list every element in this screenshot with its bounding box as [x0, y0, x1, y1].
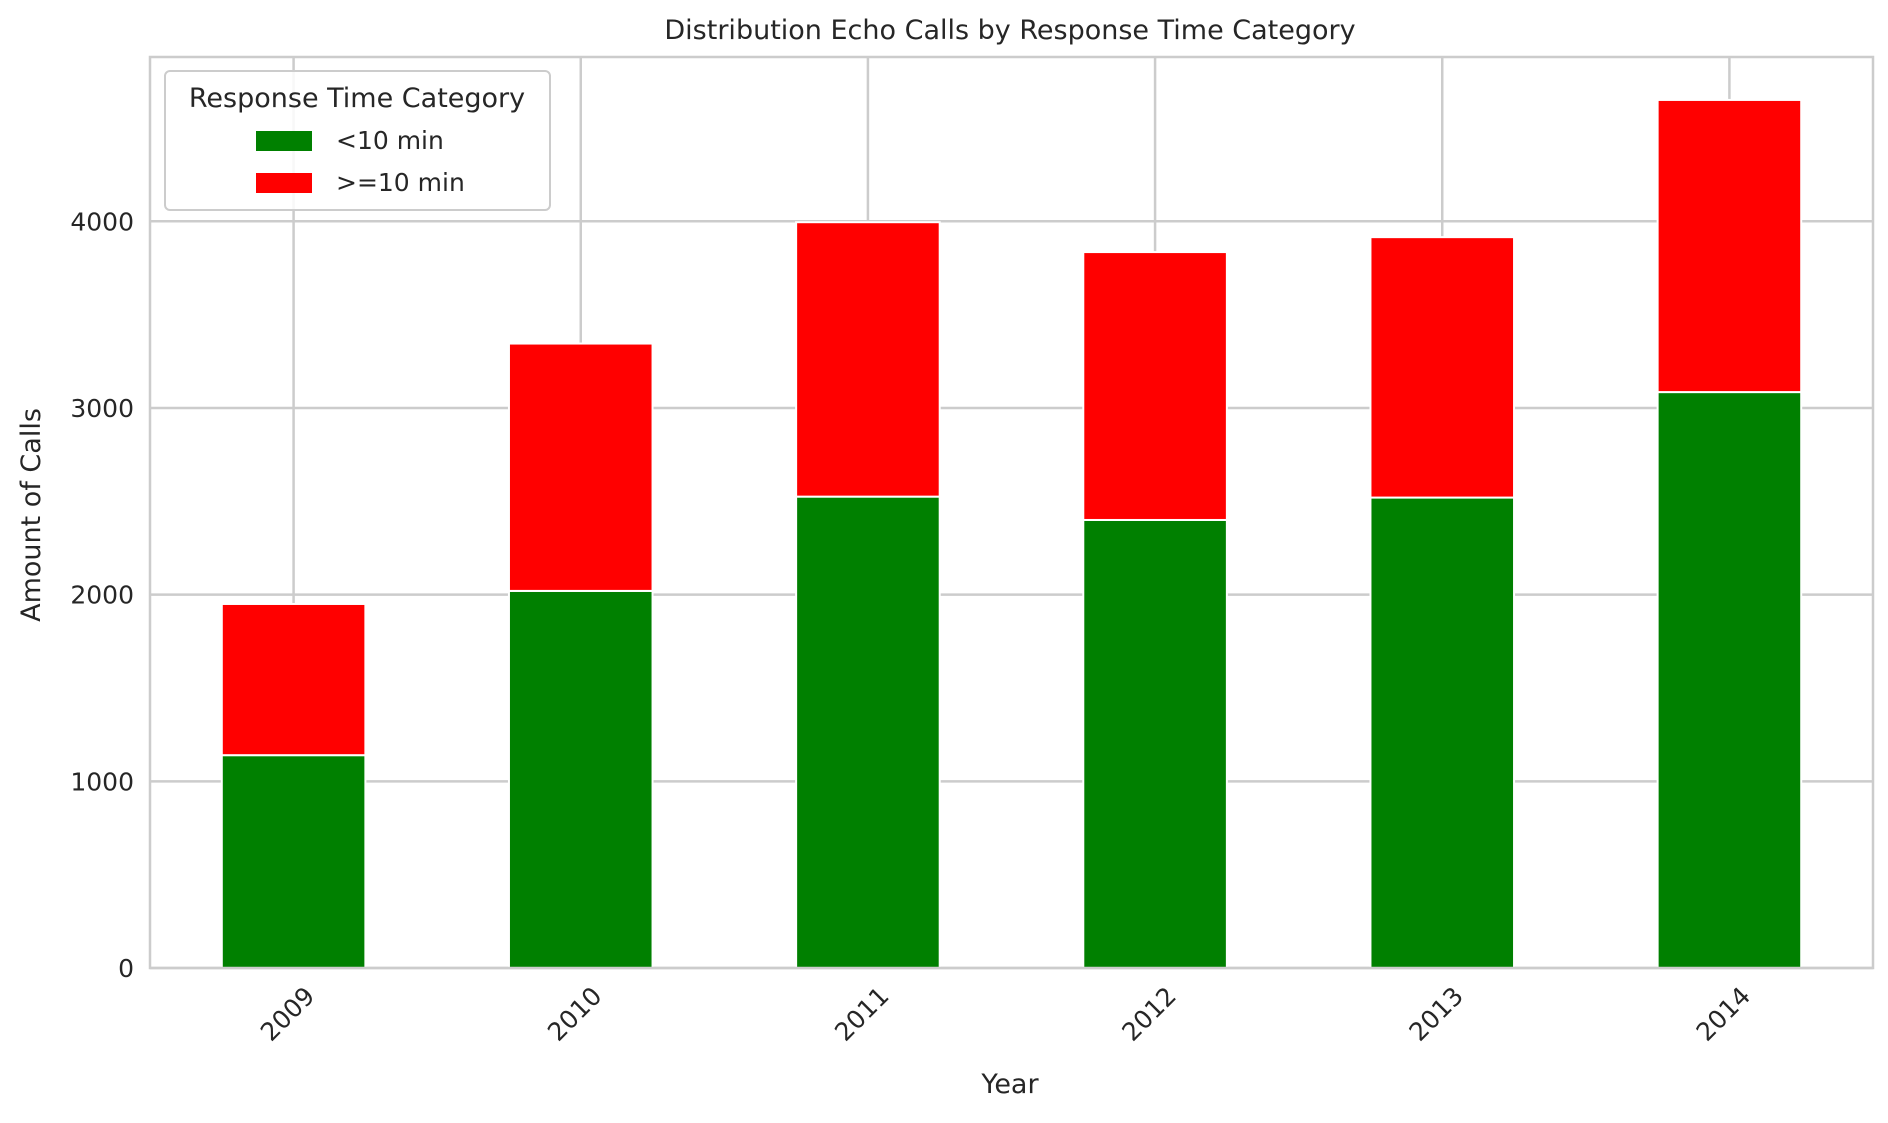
legend-label-over-10: >=10 min [336, 168, 465, 197]
legend: Response Time Category <10 min >=10 min [164, 70, 551, 211]
bar-over-10-2014 [1656, 98, 1803, 394]
legend-title: Response Time Category [189, 83, 525, 114]
y-tick-label: 2000 [70, 581, 134, 610]
y-tick-label: 3000 [70, 394, 134, 423]
bar-under-10-2011 [795, 495, 941, 969]
y-axis-label: Amount of Calls [16, 408, 47, 622]
bar-under-10-2010 [507, 589, 654, 970]
y-tick-label: 1000 [70, 767, 134, 796]
bar-over-10-2011 [795, 221, 941, 498]
bar-under-10-2012 [1082, 518, 1228, 969]
bars [220, 98, 1803, 970]
chart-title: Distribution Echo Calls by Response Time… [664, 15, 1355, 46]
legend-swatch-under-10 [256, 131, 312, 151]
y-tick-label: 0 [118, 954, 134, 983]
plot-frame [148, 55, 1875, 970]
bar-under-10-2009 [220, 754, 367, 970]
legend-swatch-over-10 [256, 173, 312, 193]
bar-under-10-2014 [1656, 391, 1803, 969]
y-tick-label: 4000 [70, 207, 134, 236]
legend-label-under-10: <10 min [336, 126, 444, 155]
bar-over-10-2012 [1082, 251, 1228, 521]
bar-over-10-2009 [220, 602, 367, 757]
bar-under-10-2013 [1369, 496, 1516, 969]
bar-over-10-2010 [507, 342, 654, 592]
x-axis-label: Year [980, 1069, 1039, 1100]
bar-over-10-2013 [1369, 236, 1516, 499]
